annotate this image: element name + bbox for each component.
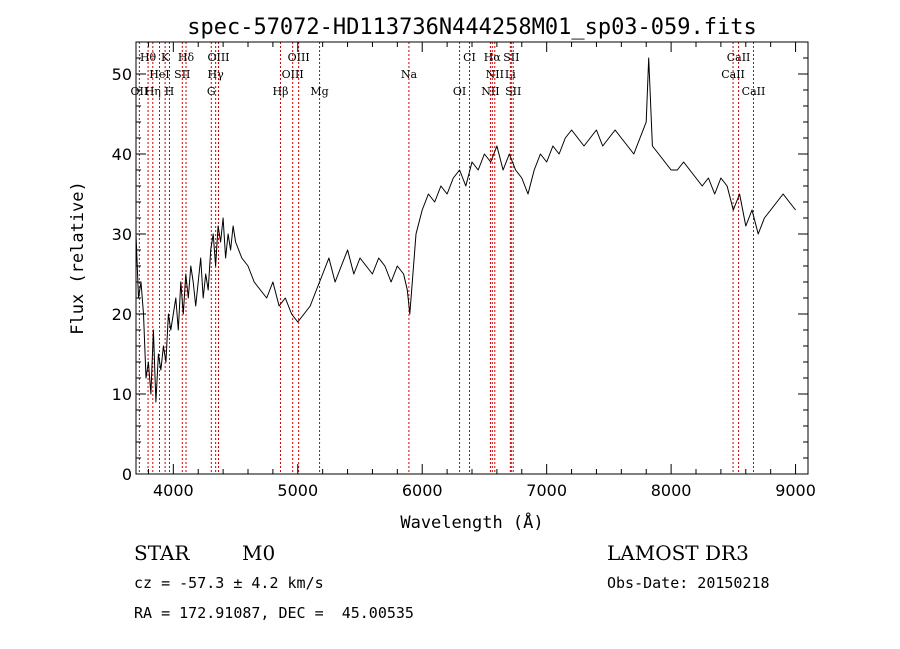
spectral-line-label: Hθ (140, 51, 157, 64)
y-axis: 0 10 20 30 40 50 (112, 57, 808, 484)
spectral-line-label: H (165, 85, 175, 98)
x-axis: 4000 5000 6000 7000 8000 9000 (147, 42, 816, 500)
spectral-line-label: SII (503, 51, 519, 64)
y-tick-label: 20 (112, 305, 132, 324)
spectral-line-label: G (207, 85, 216, 98)
coordinates-readout: RA = 172.91087, DEC = 45.00535 (134, 604, 414, 622)
y-tick-label: 30 (112, 225, 132, 244)
spectrum-chart: spec-57072-HD113736N444258M01_sp03-059.f… (68, 15, 816, 533)
object-class: STAR (134, 541, 190, 565)
spectral-line-label: K (161, 51, 170, 64)
spectral-line-label: OIII (288, 51, 310, 64)
spectral-line-label: Hγ (208, 68, 225, 81)
survey-name: LAMOST DR3 (607, 541, 749, 565)
x-axis-label: Wavelength (Å) (400, 511, 543, 533)
velocity-readout: cz = -57.3 ± 4.2 km/s (134, 574, 324, 592)
spectrum-line (135, 57, 796, 403)
x-tick-label: 6000 (402, 481, 443, 500)
spectral-line-markers (138, 42, 754, 474)
spectral-line-label: Hη (145, 85, 161, 98)
spectral-line-label: Li (505, 68, 516, 81)
spectral-line-label: CI (463, 51, 476, 64)
y-tick-label: 40 (112, 145, 132, 164)
y-tick-label: 50 (112, 65, 132, 84)
y-tick-label: 0 (122, 465, 132, 484)
spectral-line-label: OIII (282, 68, 304, 81)
x-tick-label: 8000 (651, 481, 692, 500)
plot-frame (135, 41, 809, 475)
spectral-line-label: CaII (727, 51, 751, 64)
spectral-line-label: OIII (207, 51, 229, 64)
spectral-line-label: Mg (310, 85, 328, 98)
y-tick-label: 10 (112, 385, 132, 404)
observation-date: Obs-Date: 20150218 (607, 574, 770, 592)
spectral-line-label: Hβ (273, 85, 289, 98)
spectral-subclass: M0 (242, 541, 276, 565)
y-axis-label: Flux (relative) (68, 181, 88, 335)
spectral-line-label: OII (131, 85, 149, 98)
chart-title: spec-57072-HD113736N444258M01_sp03-059.f… (187, 15, 757, 40)
spectrum-series (135, 57, 796, 403)
spectral-line-label: Na (401, 68, 418, 81)
spectral-line-label: OI (453, 85, 466, 98)
spectral-line-label: SII (174, 68, 190, 81)
x-tick-label: 5000 (277, 481, 318, 500)
spectral-line-label: HeI (149, 68, 169, 81)
spectral-line-label: NII (481, 85, 499, 98)
spectral-line-label: CaII (742, 85, 766, 98)
x-tick-label: 4000 (153, 481, 194, 500)
spectral-line-label: NII (486, 68, 504, 81)
x-tick-label: 7000 (526, 481, 567, 500)
spectral-line-label: SII (505, 85, 521, 98)
spectral-line-label: CaII (721, 68, 745, 81)
spectral-line-label: Hα (484, 51, 502, 64)
x-tick-label: 9000 (775, 481, 816, 500)
spectral-line-label: Hδ (178, 51, 195, 64)
